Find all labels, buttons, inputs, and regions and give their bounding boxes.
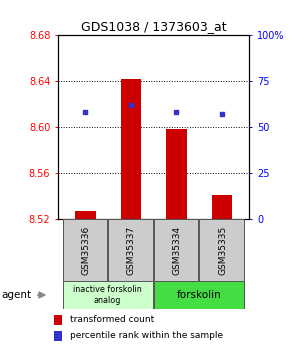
- Point: [128, 102, 133, 107]
- Bar: [212, 195, 232, 219]
- Text: percentile rank within the sample: percentile rank within the sample: [70, 331, 224, 340]
- Bar: [199, 219, 244, 281]
- Bar: [108, 219, 153, 281]
- Text: GSM35334: GSM35334: [173, 226, 182, 275]
- Point: [220, 111, 224, 117]
- Bar: [121, 79, 141, 219]
- Text: GSM35337: GSM35337: [127, 226, 136, 275]
- Text: forskolin: forskolin: [176, 290, 221, 300]
- Bar: [75, 211, 96, 219]
- Bar: [54, 315, 62, 325]
- Bar: [63, 281, 153, 309]
- Title: GDS1038 / 1373603_at: GDS1038 / 1373603_at: [81, 20, 226, 33]
- Bar: [154, 281, 244, 309]
- Text: GSM35335: GSM35335: [218, 226, 227, 275]
- Bar: [154, 219, 198, 281]
- Point: [174, 109, 179, 115]
- Text: inactive forskolin
analog: inactive forskolin analog: [73, 285, 142, 305]
- Bar: [54, 331, 62, 341]
- Point: [83, 109, 88, 115]
- Bar: [166, 129, 187, 219]
- Bar: [63, 219, 107, 281]
- Text: GSM35336: GSM35336: [81, 226, 90, 275]
- Text: agent: agent: [1, 290, 32, 300]
- Text: transformed count: transformed count: [70, 315, 155, 324]
